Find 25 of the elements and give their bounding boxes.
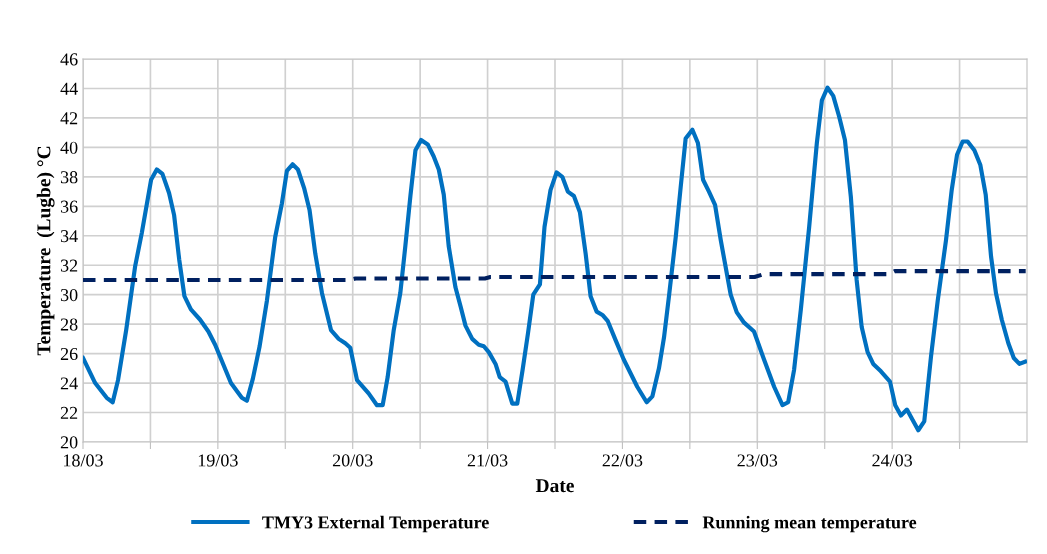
x-tick-label: 23/03: [737, 454, 778, 467]
y-tick-label: 38: [60, 171, 78, 184]
x-tick-label: 22/03: [602, 454, 643, 467]
y-tick-label: 24: [60, 377, 78, 390]
y-tick-label: 26: [60, 347, 78, 361]
x-tick-label: 21/03: [467, 454, 508, 467]
x-tick-label: 18/03: [64, 454, 103, 467]
y-tick-label: 32: [60, 259, 78, 272]
y-axis-title: Temperature (Lugbe) °C: [36, 146, 55, 356]
legend-label: TMY3 External Temperature: [262, 515, 489, 533]
y-tick-label: 40: [60, 141, 78, 154]
x-tick-label: 19/03: [198, 454, 238, 467]
y-tick-label: 44: [60, 82, 78, 95]
y-tick-label: 22: [60, 406, 78, 419]
y-tick-label: 28: [60, 318, 78, 331]
legend-label: Running mean temperature: [702, 515, 917, 533]
x-tick-label: 20/03: [332, 454, 373, 467]
y-tick-label: 36: [60, 200, 78, 213]
x-axis-title: Date: [535, 479, 574, 493]
x-tick-label: 24/03: [872, 454, 912, 467]
y-tick-label: 46: [60, 53, 78, 66]
y-tick-label: 34: [60, 230, 78, 243]
y-tick-label: 42: [60, 112, 78, 125]
y-tick-label: 30: [60, 288, 78, 302]
y-tick-label: 20: [60, 436, 78, 449]
